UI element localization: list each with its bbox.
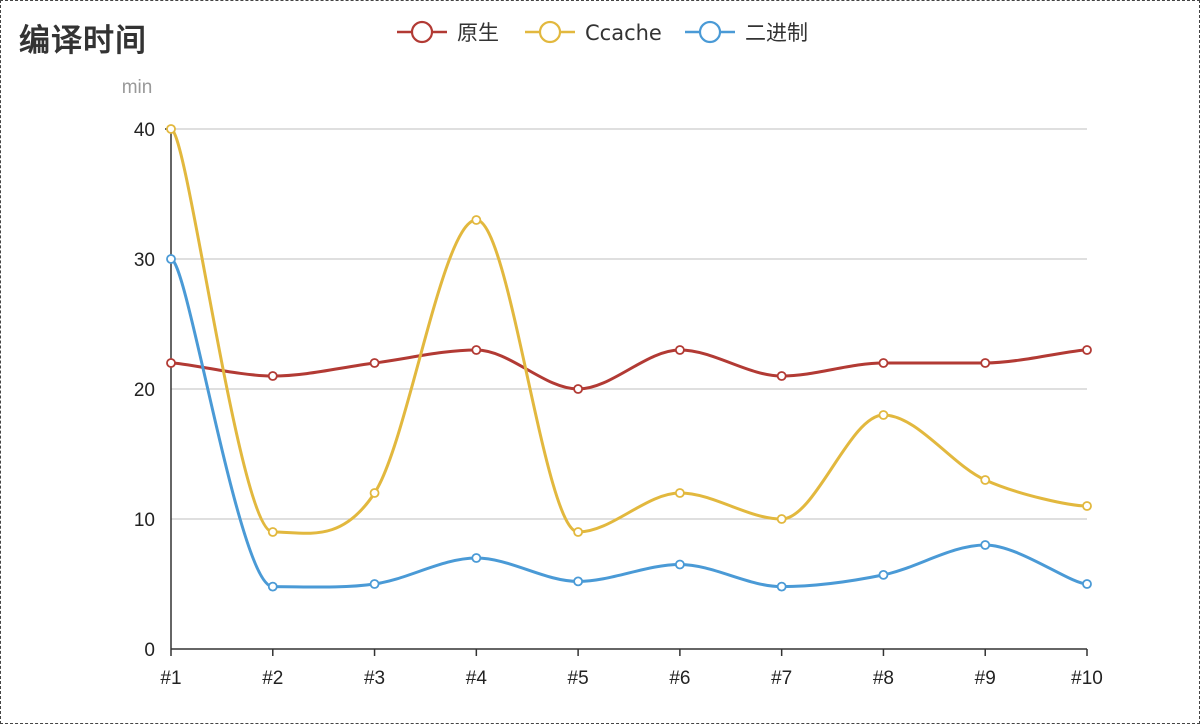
- x-tick-label: #8: [873, 668, 894, 689]
- series-1: [166, 345, 1092, 394]
- x-tick-label: #5: [568, 668, 589, 689]
- legend-label: 原生: [457, 21, 499, 45]
- data-point[interactable]: [878, 410, 889, 420]
- x-tick-label: #3: [364, 668, 385, 689]
- series-line: [169, 257, 1088, 589]
- x-tick-label: #9: [975, 668, 996, 689]
- data-point[interactable]: [471, 553, 482, 563]
- x-tick-label: #10: [1071, 668, 1103, 689]
- data-point[interactable]: [369, 579, 380, 589]
- data-point[interactable]: [471, 215, 482, 225]
- legend-marker: [410, 20, 434, 44]
- data-point[interactable]: [776, 514, 787, 524]
- data-point[interactable]: [267, 581, 278, 592]
- series-3: [166, 254, 1092, 592]
- y-tick-label: 10: [134, 510, 155, 531]
- x-tick-label: #4: [466, 668, 488, 689]
- axes: 0 10 20 30 40 min #1 #2 #3 #4 #5 #6 #7 #8 #9 #10: [122, 77, 1103, 689]
- data-point[interactable]: [166, 254, 176, 264]
- legend-marker: [698, 20, 722, 44]
- data-point[interactable]: [674, 488, 685, 498]
- series-line: [170, 348, 1088, 391]
- data-point[interactable]: [471, 345, 482, 355]
- legend-item[interactable]: 原生: [397, 20, 499, 45]
- x-tick-label: #1: [160, 668, 181, 689]
- data-point[interactable]: [1082, 501, 1092, 511]
- series-line: [169, 127, 1088, 535]
- data-point[interactable]: [166, 358, 176, 368]
- data-point[interactable]: [573, 384, 584, 394]
- legend: 原生 Ccache 二进制: [397, 20, 808, 45]
- data-point[interactable]: [166, 124, 176, 134]
- data-point[interactable]: [1082, 345, 1092, 355]
- data-point[interactable]: [674, 345, 685, 355]
- data-point[interactable]: [573, 576, 584, 587]
- data-point[interactable]: [980, 475, 991, 485]
- legend-item[interactable]: 二进制: [685, 20, 808, 45]
- legend-label: 二进制: [745, 21, 808, 45]
- y-tick-label: 20: [134, 380, 155, 401]
- data-point[interactable]: [776, 581, 787, 592]
- series-lines: [166, 124, 1092, 592]
- x-tick-label: #2: [262, 668, 283, 689]
- data-point[interactable]: [878, 570, 889, 580]
- chart-title: 编译时间: [19, 23, 147, 59]
- data-point[interactable]: [980, 358, 991, 368]
- legend-item[interactable]: Ccache: [525, 20, 662, 45]
- data-point[interactable]: [1082, 579, 1092, 589]
- data-point[interactable]: [776, 371, 787, 381]
- legend-marker: [538, 20, 562, 44]
- data-point[interactable]: [674, 559, 685, 570]
- series-2: [166, 124, 1092, 537]
- y-tick-label: 0: [144, 640, 155, 661]
- data-point[interactable]: [980, 540, 991, 550]
- data-point[interactable]: [369, 488, 380, 498]
- y-tick-label: 30: [134, 250, 155, 271]
- data-point[interactable]: [878, 358, 889, 368]
- y-tick-label: 40: [134, 120, 155, 141]
- data-point[interactable]: [573, 527, 584, 537]
- data-point[interactable]: [267, 371, 278, 381]
- x-tick-label: #7: [771, 668, 792, 689]
- data-point[interactable]: [267, 527, 278, 537]
- data-point[interactable]: [369, 358, 380, 368]
- legend-label: Ccache: [585, 21, 662, 45]
- grid-lines: [171, 128, 1087, 520]
- x-tick-label: #6: [669, 668, 690, 689]
- y-axis-unit: min: [122, 77, 153, 98]
